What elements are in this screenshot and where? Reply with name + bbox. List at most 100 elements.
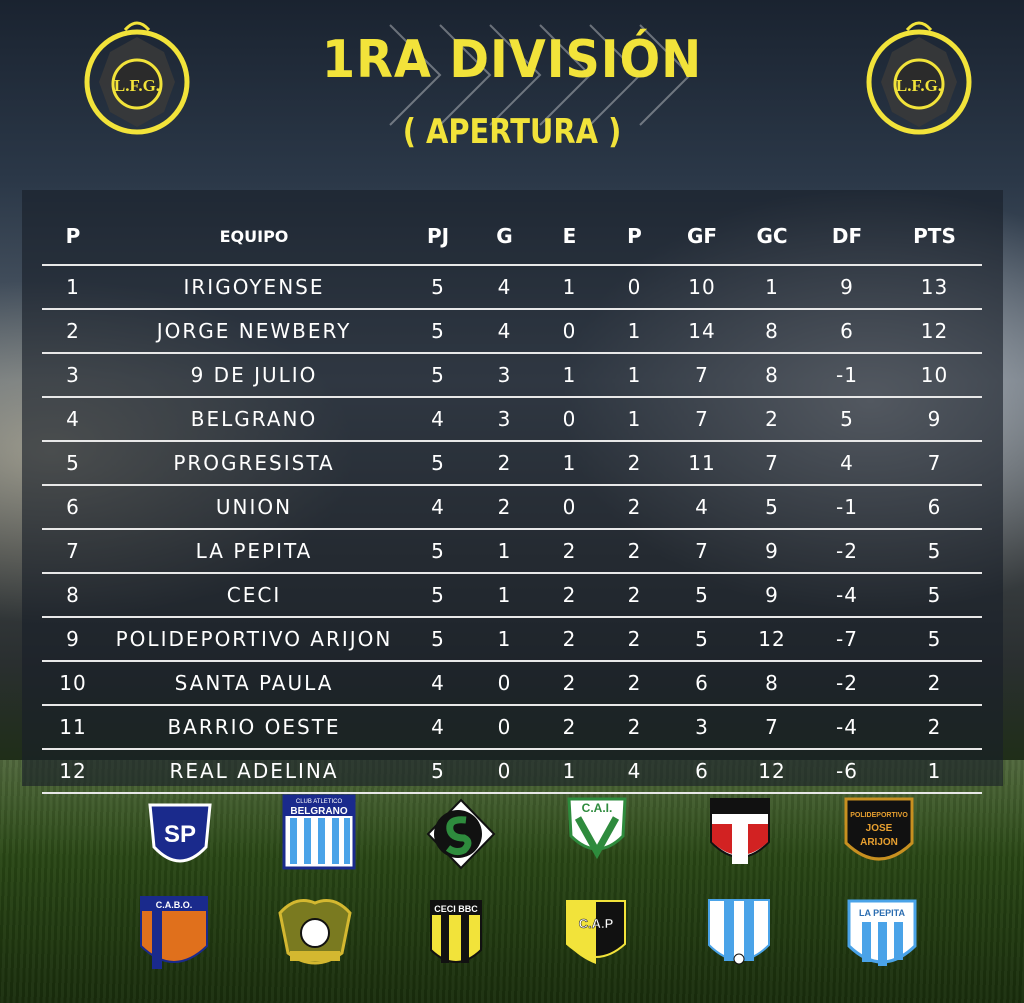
standings-body: 1 IRIGOYENSE 5 4 1 0 10 1 9 13 2 JORGE NEWBERY 5 4 0 1 1… xyxy=(42,265,982,794)
cell-goals-against: 9 xyxy=(737,573,807,618)
cell-drawn: 1 xyxy=(537,353,602,398)
cell-goals-against: 9 xyxy=(737,529,807,574)
col-header-points: PTS xyxy=(887,208,982,266)
crest-cabo: C.A.B.O. xyxy=(140,896,208,969)
cell-goals-for: 7 xyxy=(667,353,737,398)
col-header-goals-for: GF xyxy=(667,208,737,266)
col-header-position: P xyxy=(42,208,104,266)
cell-drawn: 1 xyxy=(537,441,602,486)
cell-played: 5 xyxy=(404,265,472,310)
crest-belgrano: CLUB ATLETICO BELGRANO xyxy=(282,794,356,870)
cell-goal-diff: 5 xyxy=(807,397,887,442)
lfg-logo-right: L.F.G. xyxy=(866,21,972,135)
cell-goals-for: 7 xyxy=(667,529,737,574)
cell-played: 5 xyxy=(404,617,472,662)
crest-cai: C.A.I. xyxy=(567,797,627,860)
crest-poli-line3: ARIJON xyxy=(860,837,898,848)
crest-cap-text: C.A.P xyxy=(579,916,614,931)
cell-played: 5 xyxy=(404,749,472,794)
cell-won: 0 xyxy=(472,705,537,750)
cell-team: REAL ADELINA xyxy=(104,749,404,794)
cell-played: 5 xyxy=(404,353,472,398)
table-row: 2 JORGE NEWBERY 5 4 0 1 14 8 6 12 xyxy=(42,309,982,354)
cell-position: 8 xyxy=(42,573,104,618)
crest-union xyxy=(710,798,770,864)
cell-played: 4 xyxy=(404,705,472,750)
cell-lost: 0 xyxy=(602,265,667,310)
cell-points: 7 xyxy=(887,441,982,486)
cell-goal-diff: -1 xyxy=(807,485,887,530)
table-header-row: P EQUIPO PJ G E P GF GC DF PTS xyxy=(42,208,982,266)
cell-position: 2 xyxy=(42,309,104,354)
cell-position: 4 xyxy=(42,397,104,442)
cell-position: 7 xyxy=(42,529,104,574)
table-row: 7 LA PEPITA 5 1 2 2 7 9 -2 5 xyxy=(42,529,982,574)
cell-drawn: 0 xyxy=(537,397,602,442)
crest-9-de-julio xyxy=(708,899,770,965)
cell-goals-for: 5 xyxy=(667,617,737,662)
cell-team: 9 DE JULIO xyxy=(104,353,404,398)
cell-goals-against: 8 xyxy=(737,353,807,398)
cell-lost: 2 xyxy=(602,529,667,574)
cell-points: 1 xyxy=(887,749,982,794)
cell-position: 6 xyxy=(42,485,104,530)
cell-won: 1 xyxy=(472,617,537,662)
cell-goals-for: 14 xyxy=(667,309,737,354)
cell-goals-for: 3 xyxy=(667,705,737,750)
table-row: 8 CECI 5 1 2 2 5 9 -4 5 xyxy=(42,573,982,618)
cell-lost: 2 xyxy=(602,485,667,530)
cell-team: CECI xyxy=(104,573,404,618)
cell-points: 2 xyxy=(887,705,982,750)
table-row: 12 REAL ADELINA 5 0 1 4 6 12 -6 1 xyxy=(42,749,982,794)
crest-belgrano-top: CLUB ATLETICO xyxy=(296,799,343,805)
page-subtitle: ( APERTURA ) xyxy=(402,112,622,152)
col-header-team: EQUIPO xyxy=(104,208,404,266)
col-header-goals-against: GC xyxy=(737,208,807,266)
cell-points: 12 xyxy=(887,309,982,354)
cell-goals-for: 6 xyxy=(667,749,737,794)
cell-points: 13 xyxy=(887,265,982,310)
cell-goals-against: 2 xyxy=(737,397,807,442)
cell-goals-against: 12 xyxy=(737,749,807,794)
cell-lost: 2 xyxy=(602,617,667,662)
cell-goals-for: 4 xyxy=(667,485,737,530)
cell-position: 12 xyxy=(42,749,104,794)
cell-drawn: 1 xyxy=(537,265,602,310)
cell-goal-diff: -2 xyxy=(807,661,887,706)
cell-lost: 2 xyxy=(602,705,667,750)
cell-points: 5 xyxy=(887,617,982,662)
cell-goals-for: 11 xyxy=(667,441,737,486)
cell-team: JORGE NEWBERY xyxy=(104,309,404,354)
page-title: 1RA DIVISIÓN xyxy=(321,30,703,90)
cell-goal-diff: -4 xyxy=(807,573,887,618)
cell-drawn: 2 xyxy=(537,705,602,750)
cell-team: IRIGOYENSE xyxy=(104,265,404,310)
cell-goals-against: 8 xyxy=(737,309,807,354)
cell-drawn: 0 xyxy=(537,309,602,354)
cell-points: 10 xyxy=(887,353,982,398)
cell-points: 5 xyxy=(887,529,982,574)
crest-belgrano-name: BELGRANO xyxy=(290,806,347,817)
cell-position: 9 xyxy=(42,617,104,662)
lfg-logo-left: L.F.G. xyxy=(84,21,190,135)
cell-goals-for: 7 xyxy=(667,397,737,442)
crest-lapepita-text: LA PEPITA xyxy=(859,908,906,918)
cell-drawn: 2 xyxy=(537,617,602,662)
cell-team: POLIDEPORTIVO ARIJON xyxy=(104,617,404,662)
crest-cai-text: C.A.I. xyxy=(582,801,613,815)
cell-goals-against: 8 xyxy=(737,661,807,706)
cell-goal-diff: -1 xyxy=(807,353,887,398)
cell-lost: 1 xyxy=(602,309,667,354)
cell-won: 2 xyxy=(472,485,537,530)
cell-drawn: 2 xyxy=(537,573,602,618)
cell-goals-against: 5 xyxy=(737,485,807,530)
col-header-lost: P xyxy=(602,208,667,266)
crest-cabo-text: C.A.B.O. xyxy=(156,900,193,910)
cell-drawn: 2 xyxy=(537,529,602,574)
cell-position: 1 xyxy=(42,265,104,310)
cell-goals-for: 6 xyxy=(667,661,737,706)
table-row: 9 POLIDEPORTIVO ARIJON 5 1 2 2 5 12 -7 5 xyxy=(42,617,982,662)
cell-lost: 2 xyxy=(602,441,667,486)
table-row: 1 IRIGOYENSE 5 4 1 0 10 1 9 13 xyxy=(42,265,982,310)
